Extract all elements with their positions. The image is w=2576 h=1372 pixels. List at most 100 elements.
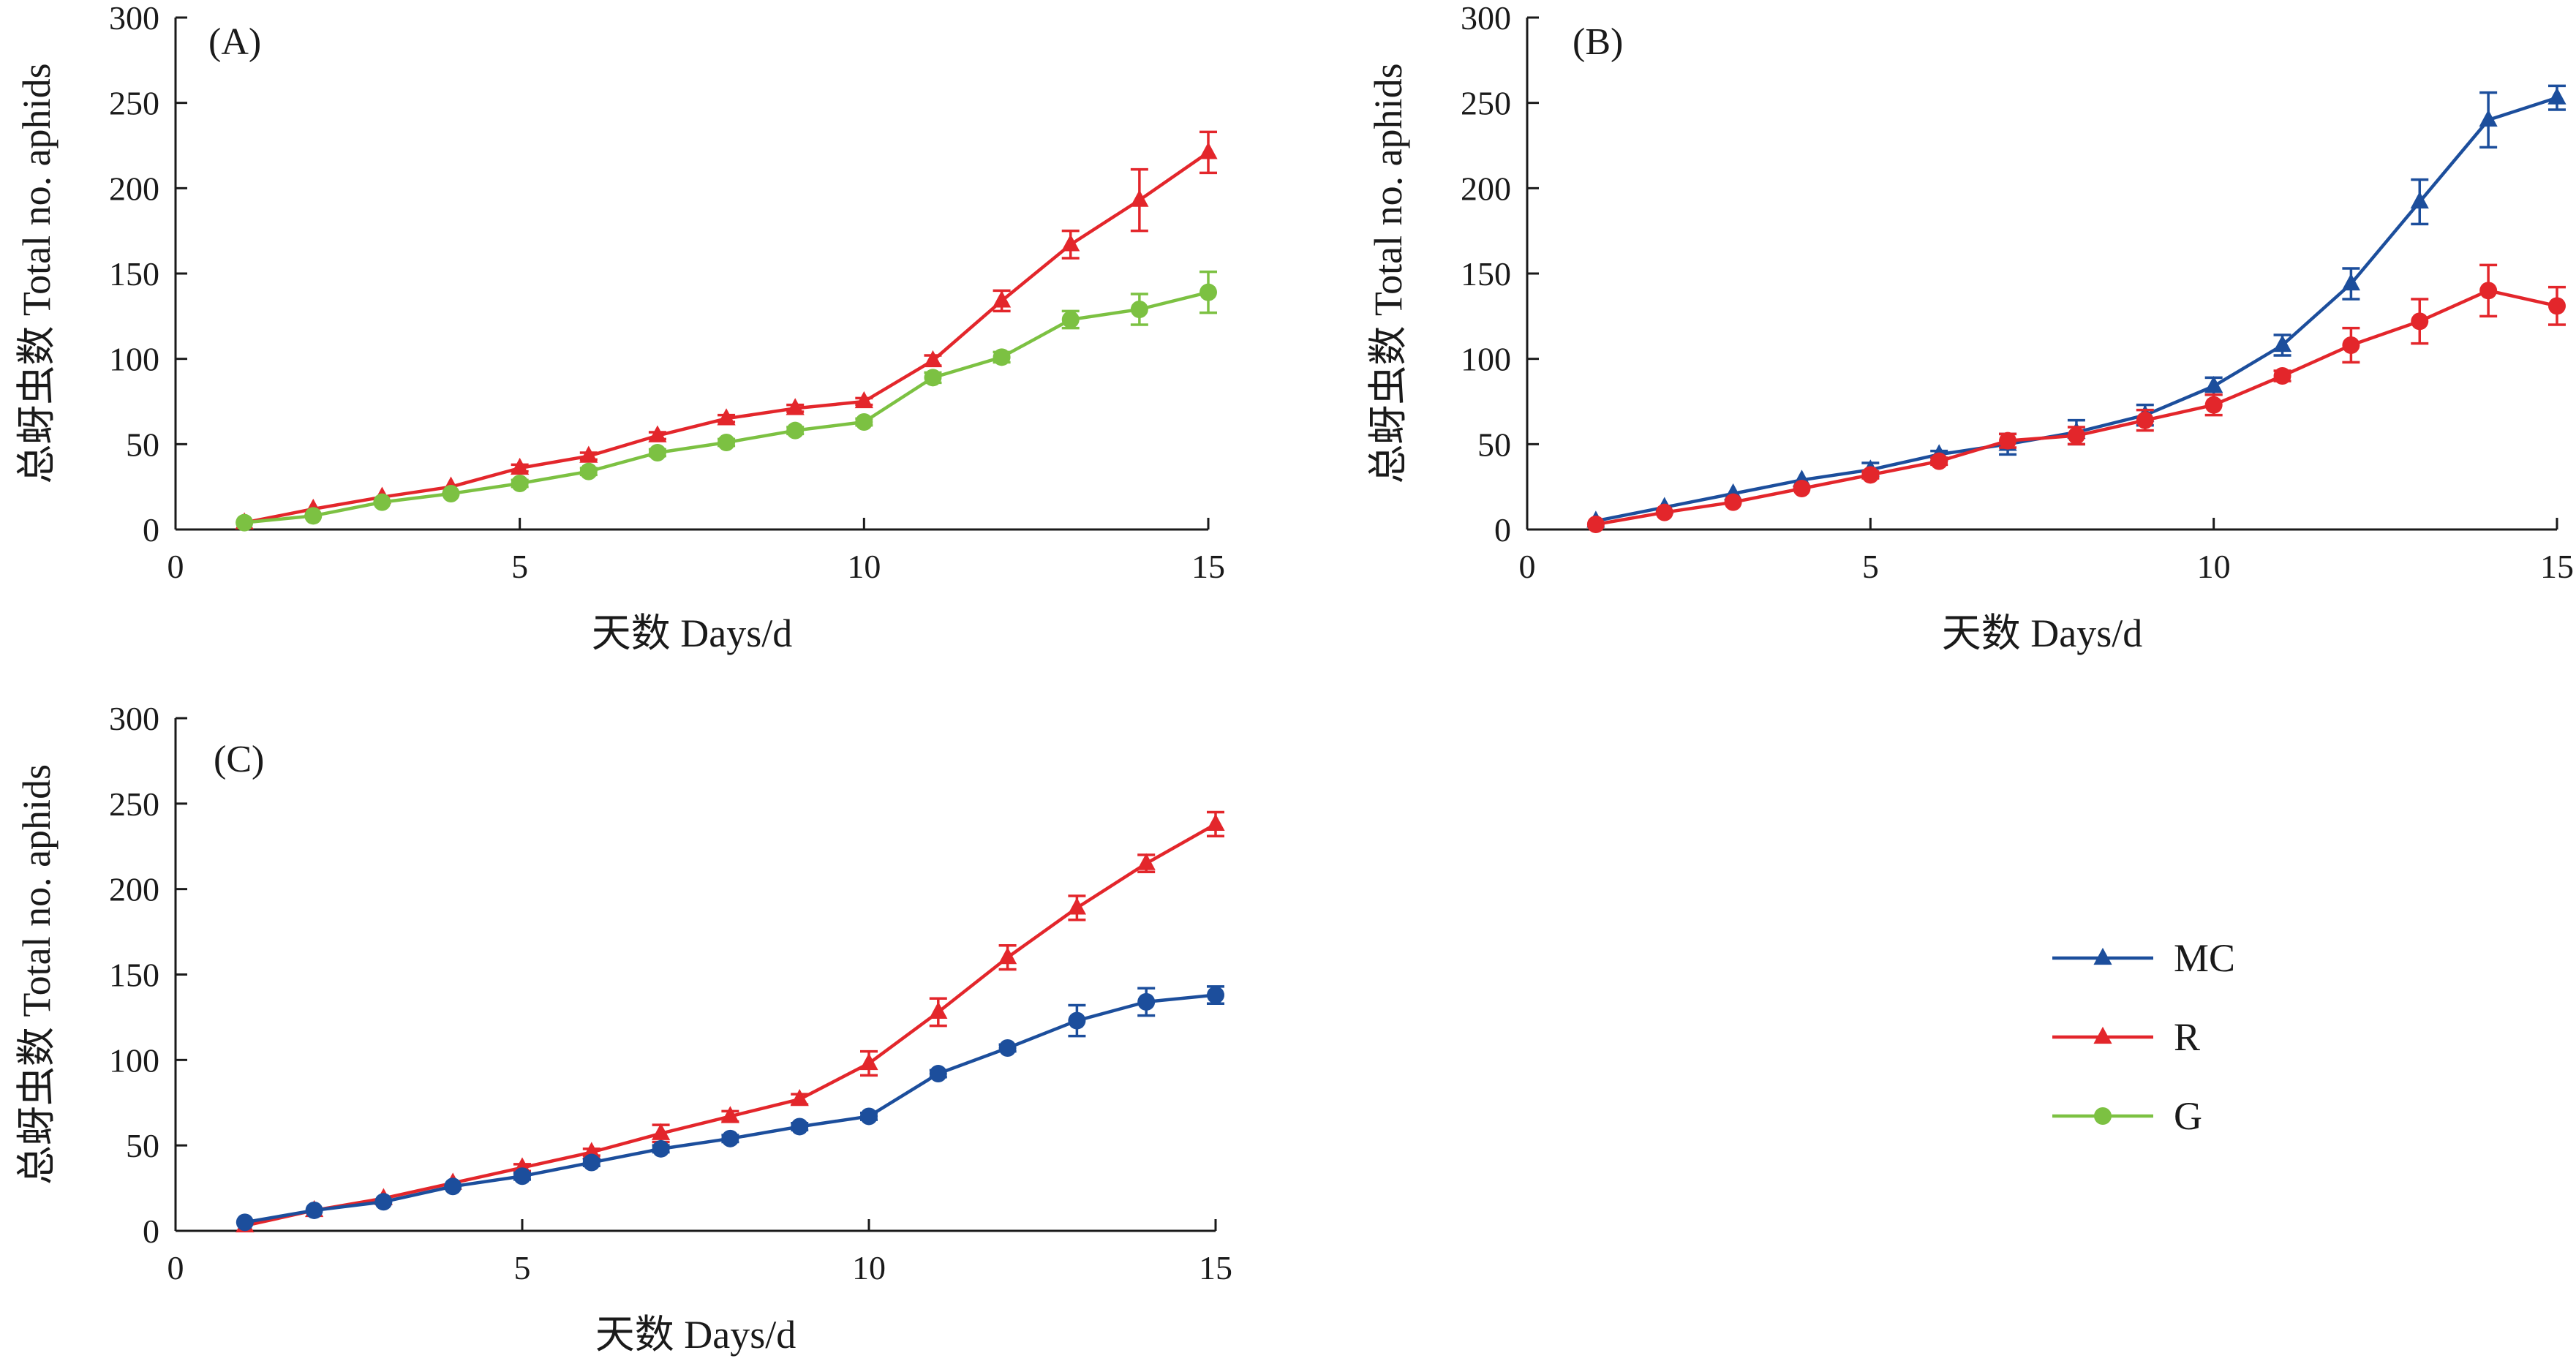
data-point bbox=[1068, 1011, 1086, 1030]
y-axis-title: 总蚜虫数 Total no. aphids bbox=[15, 63, 59, 483]
x-tick-label: 10 bbox=[852, 1249, 886, 1286]
data-point bbox=[2410, 191, 2429, 209]
panel-label: (B) bbox=[1573, 21, 1623, 63]
data-point bbox=[2411, 312, 2429, 331]
data-point bbox=[924, 369, 942, 387]
y-tick-label: 50 bbox=[126, 426, 159, 463]
data-point bbox=[652, 1139, 670, 1158]
data-point bbox=[929, 1001, 948, 1019]
y-tick-label: 250 bbox=[109, 785, 159, 823]
y-tick-label: 250 bbox=[109, 85, 159, 122]
data-point bbox=[1199, 142, 1218, 159]
panel-a: 0 50 100 150 200 250 300 0 5 10 15 天数 Days/d 总蚜虫数 To… bbox=[15, 0, 1225, 655]
y-tick-label: 0 bbox=[143, 1213, 159, 1250]
data-point bbox=[373, 493, 391, 511]
x-tick-label: 15 bbox=[1191, 548, 1225, 585]
data-point bbox=[923, 350, 943, 368]
data-point bbox=[1200, 283, 1217, 301]
y-tick-label: 300 bbox=[1461, 0, 1511, 37]
x-axis-title: 天数 Days/d bbox=[1942, 611, 2142, 655]
data-point bbox=[2272, 334, 2292, 353]
data-point bbox=[860, 1107, 878, 1126]
panel-label: (C) bbox=[214, 739, 264, 780]
x-tick-label: 10 bbox=[847, 548, 881, 585]
y-tick-label: 100 bbox=[1461, 341, 1511, 378]
data-point bbox=[1067, 897, 1086, 915]
data-point bbox=[442, 485, 460, 502]
data-point bbox=[1130, 189, 1149, 207]
data-point bbox=[511, 475, 529, 492]
data-point bbox=[1061, 234, 1080, 252]
x-axis-title: 天数 Days/d bbox=[595, 1313, 796, 1357]
data-point bbox=[1861, 466, 1880, 484]
data-point bbox=[855, 413, 873, 431]
data-point bbox=[579, 462, 598, 480]
data-point bbox=[648, 444, 666, 461]
series-line bbox=[1595, 96, 2558, 523]
data-point bbox=[2204, 375, 2223, 393]
data-point bbox=[2067, 426, 2085, 445]
data-point bbox=[1207, 986, 1224, 1004]
y-tick-label: 200 bbox=[109, 871, 159, 908]
series-line bbox=[244, 151, 1210, 524]
data-point bbox=[444, 1177, 462, 1196]
data-point bbox=[1793, 480, 1811, 497]
y-tick-label: 300 bbox=[109, 700, 159, 737]
y-axis-title: 总蚜虫数 Total no. aphids bbox=[1366, 63, 1410, 483]
data-point bbox=[859, 1052, 878, 1071]
x-axis-title: 天数 Days/d bbox=[592, 611, 792, 655]
data-point bbox=[2341, 273, 2360, 291]
y-tick-label: 300 bbox=[109, 0, 159, 37]
data-point bbox=[648, 425, 667, 442]
data-point bbox=[1724, 493, 1742, 511]
data-point bbox=[721, 1129, 739, 1147]
x-tick-label: 0 bbox=[1519, 548, 1536, 585]
data-point bbox=[854, 391, 873, 409]
legend-item-r: R bbox=[2052, 1015, 2200, 1059]
data-point bbox=[718, 434, 736, 451]
data-point bbox=[786, 421, 805, 440]
x-tick-label: 5 bbox=[1862, 548, 1879, 585]
data-point bbox=[1930, 452, 1948, 470]
x-tick-label: 15 bbox=[2540, 548, 2574, 585]
x-tick-label: 15 bbox=[1199, 1249, 1232, 1286]
y-tick-label: 200 bbox=[109, 170, 159, 207]
data-point bbox=[2342, 336, 2360, 354]
data-point bbox=[374, 1193, 393, 1211]
data-point bbox=[993, 290, 1012, 308]
data-point bbox=[513, 1167, 531, 1186]
data-point bbox=[2273, 367, 2291, 385]
data-point bbox=[2204, 396, 2223, 414]
data-point bbox=[993, 348, 1011, 366]
y-tick-label: 50 bbox=[1477, 426, 1511, 463]
data-point bbox=[652, 1123, 671, 1140]
data-point bbox=[2479, 109, 2498, 127]
data-point bbox=[791, 1117, 809, 1136]
data-point bbox=[582, 1153, 600, 1172]
data-point bbox=[2548, 297, 2566, 315]
legend-marker bbox=[2093, 1026, 2112, 1044]
data-point bbox=[1130, 301, 1148, 318]
y-tick-label: 150 bbox=[109, 255, 159, 293]
x-tick-label: 10 bbox=[2197, 548, 2231, 585]
legend-label: MC bbox=[2174, 936, 2235, 980]
data-point bbox=[1586, 516, 1605, 533]
series-mc bbox=[236, 985, 1224, 1232]
panel-label: (A) bbox=[208, 21, 261, 63]
data-point bbox=[2479, 282, 2498, 300]
y-tick-label: 0 bbox=[143, 511, 159, 549]
data-point bbox=[1655, 503, 1673, 521]
data-point bbox=[1206, 813, 1225, 831]
data-point bbox=[304, 507, 323, 525]
legend-label: R bbox=[2174, 1015, 2200, 1059]
y-tick-label: 50 bbox=[126, 1127, 159, 1164]
legend-marker bbox=[2093, 947, 2112, 965]
series-g bbox=[236, 270, 1217, 532]
data-point bbox=[720, 1106, 739, 1123]
x-tick-label: 5 bbox=[514, 1249, 531, 1286]
data-point bbox=[1999, 431, 2017, 450]
y-tick-label: 250 bbox=[1461, 85, 1511, 122]
series-r bbox=[1586, 263, 2566, 533]
y-tick-label: 150 bbox=[109, 957, 159, 994]
